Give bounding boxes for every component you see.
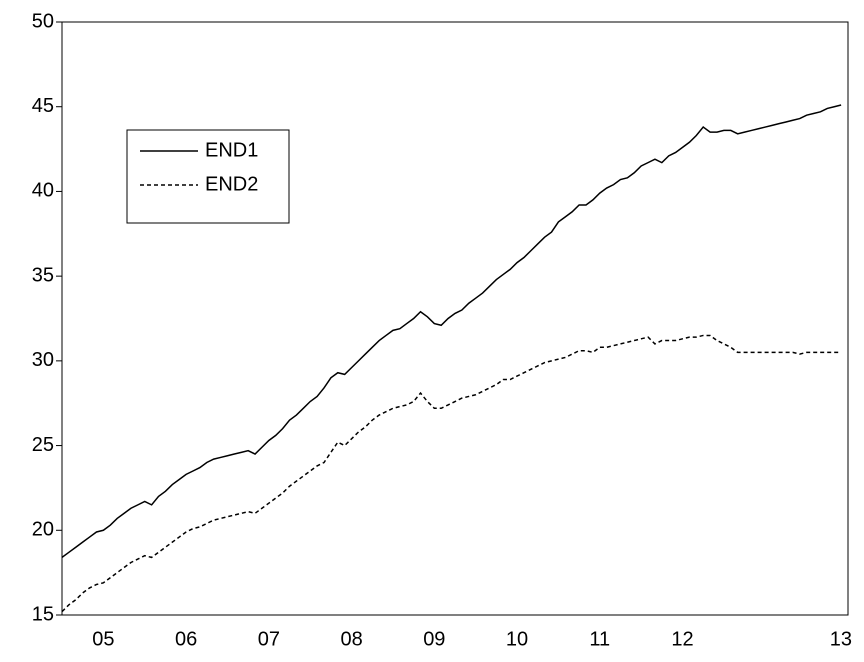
y-tick-label: 50 xyxy=(32,10,54,32)
x-tick-label: 05 xyxy=(92,628,114,650)
y-tick-label: 25 xyxy=(32,434,54,456)
x-tick-label: 06 xyxy=(175,628,197,650)
x-tick-label: 12 xyxy=(671,628,693,650)
y-tick-label: 40 xyxy=(32,180,54,202)
plot-frame xyxy=(61,21,849,616)
x-tick-label: 08 xyxy=(340,628,362,650)
y-tick-label: 20 xyxy=(32,519,54,541)
legend-box xyxy=(126,129,290,224)
y-tick-label: 15 xyxy=(32,603,54,625)
legend-label: END2 xyxy=(205,173,258,195)
x-tick-label: 10 xyxy=(506,628,528,650)
x-tick-label: 11 xyxy=(589,628,610,650)
legend-label: END1 xyxy=(205,139,258,161)
x-tick-label: 13 xyxy=(830,628,852,650)
y-tick-label: 30 xyxy=(32,349,54,371)
line-series xyxy=(61,334,842,613)
y-tick-label: 35 xyxy=(32,264,54,286)
y-tick-label: 45 xyxy=(32,95,54,117)
x-tick-label: 07 xyxy=(258,628,280,650)
x-tick-label: 09 xyxy=(423,628,445,650)
line-series xyxy=(61,104,842,558)
